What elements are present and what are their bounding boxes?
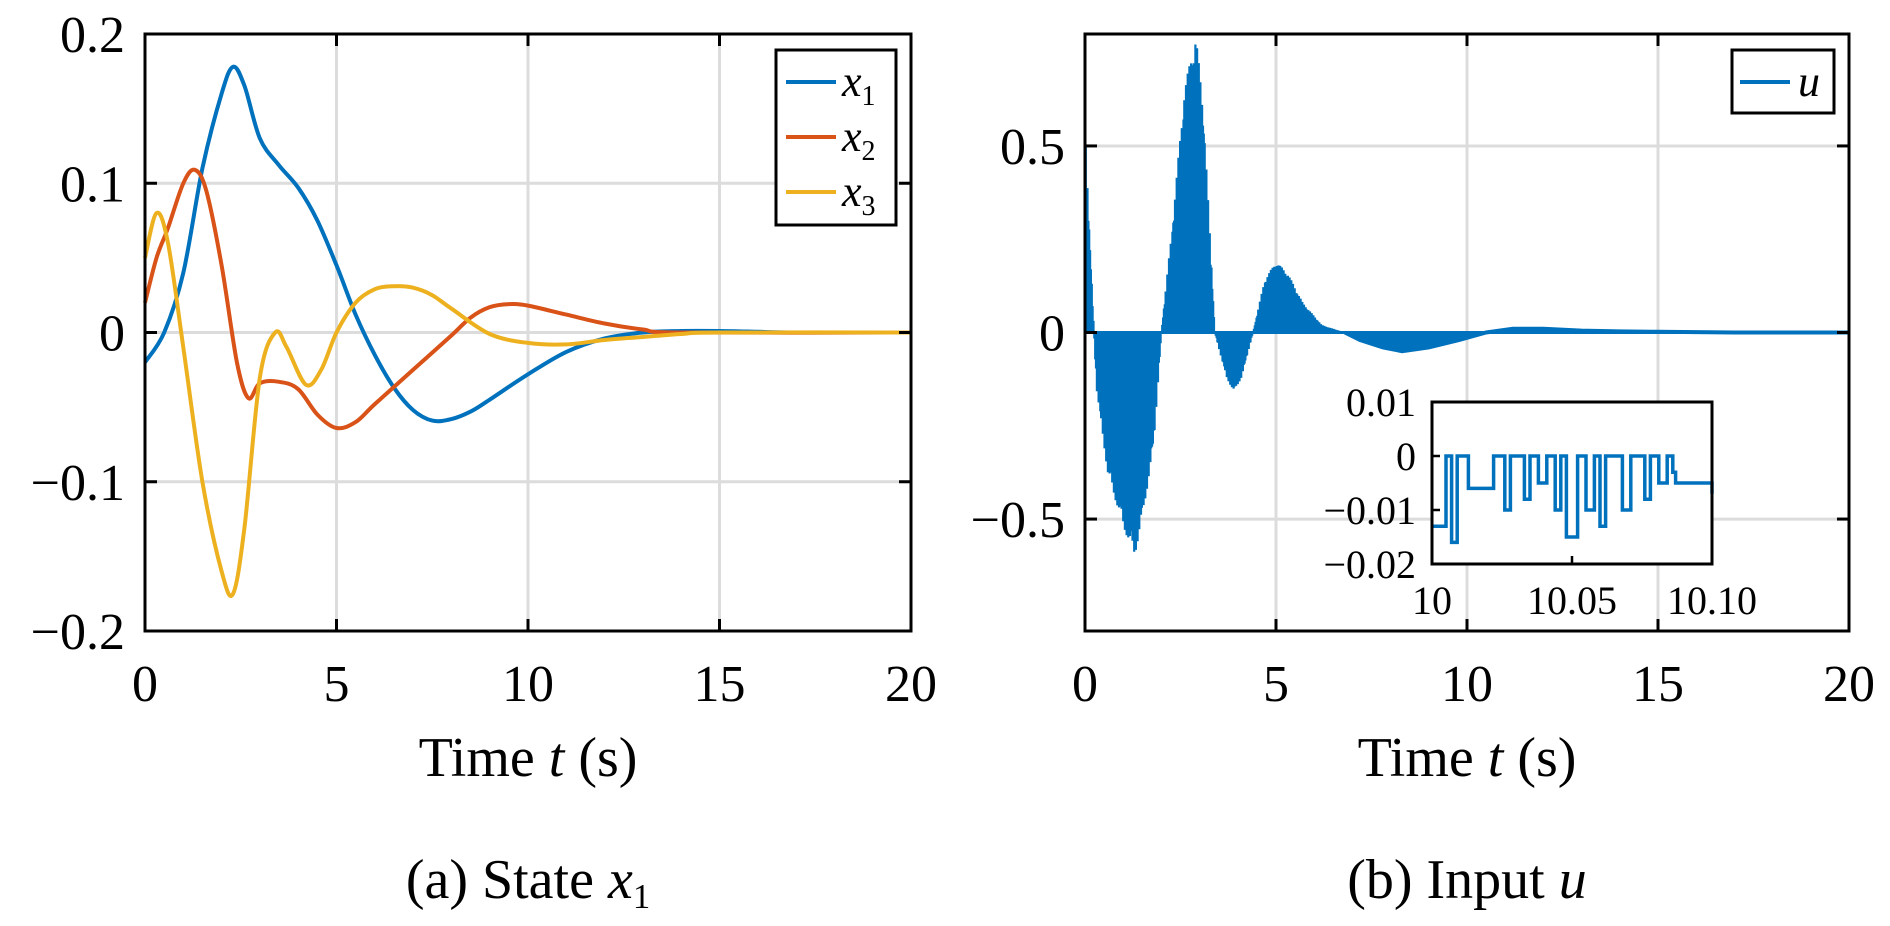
y-tick-label: 0.1 xyxy=(60,156,125,213)
inset-series-u xyxy=(1432,454,1714,545)
x-tick-label: 20 xyxy=(1823,656,1875,713)
y-tick-label: −0.5 xyxy=(971,492,1065,549)
x-tick-label: 15 xyxy=(1632,656,1684,713)
y-tick-label: 0.5 xyxy=(1000,119,1065,176)
x-tick-label: 5 xyxy=(324,656,350,713)
series-line-x3 xyxy=(143,210,912,598)
caption-b: (b) Input u xyxy=(1347,849,1587,911)
inset-x-tick-label: 10.05 xyxy=(1527,578,1617,623)
x-tick-label: 0 xyxy=(1072,656,1098,713)
y-tick-label: 0 xyxy=(99,306,125,363)
inset-y-tick-label: 0 xyxy=(1396,434,1416,479)
y-tick-label: −0.2 xyxy=(31,604,125,661)
y-tick-label: −0.1 xyxy=(31,455,125,512)
y-tick-label: 0 xyxy=(1039,306,1065,363)
legend: u xyxy=(1730,48,1836,115)
inset-y-tick-label: 0.01 xyxy=(1346,380,1416,425)
legend-label-u: u xyxy=(1798,57,1820,106)
inset-chart: 10 10.05 10.10 0.01 0 −0.01 −0.02 xyxy=(1323,380,1757,623)
x-axis-label: Time t (s) xyxy=(419,727,638,789)
caption-a: (a) State x1 xyxy=(406,849,650,916)
inset-background xyxy=(1432,402,1712,564)
inset-y-tick-label: −0.01 xyxy=(1323,488,1416,533)
x-tick-label: 10 xyxy=(502,656,554,713)
legend-label-x2: x2 xyxy=(841,112,876,167)
x-tick-label: 20 xyxy=(885,656,937,713)
x-tick-label: 10 xyxy=(1441,656,1493,713)
x-axis-label: Time t (s) xyxy=(1358,727,1577,789)
x-tick-label: 0 xyxy=(132,656,158,713)
inset-x-tick-label: 10 xyxy=(1412,578,1452,623)
series-line-x2 xyxy=(143,167,912,431)
y-tick-label: 0.2 xyxy=(60,7,125,64)
x-tick-label: 15 xyxy=(694,656,746,713)
chart-input-u: 0 5 10 15 20 0.5 0 −0.5 u 10 10.05 10.10 0.01 0 −0.01 −… xyxy=(971,32,1875,911)
inset-x-tick-label: 10.10 xyxy=(1667,578,1757,623)
legend-label-x1: x1 xyxy=(841,57,876,112)
legend-label-x3: x3 xyxy=(841,167,876,222)
x-tick-label: 5 xyxy=(1263,656,1289,713)
inset-y-tick-label: −0.02 xyxy=(1323,542,1416,587)
